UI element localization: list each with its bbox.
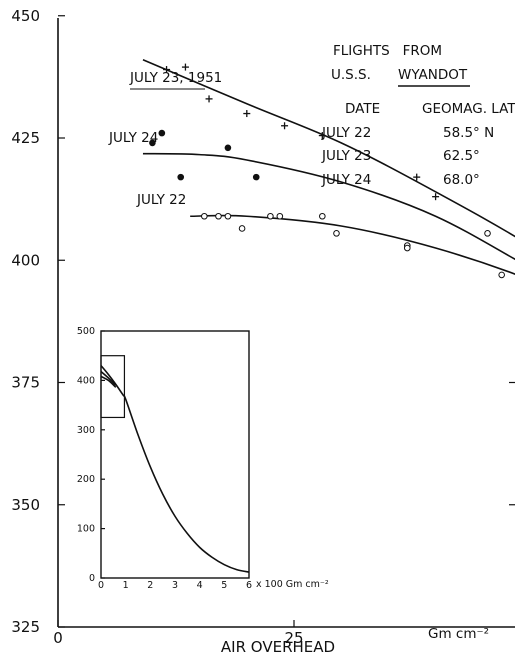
plus-point xyxy=(413,173,421,181)
main-curves xyxy=(142,59,515,275)
open-point xyxy=(201,212,208,220)
inset-x-tick-label: 4 xyxy=(197,580,203,591)
y-tick-label: 325 xyxy=(11,618,40,636)
y-tick-label: 425 xyxy=(11,129,40,147)
filled-point xyxy=(158,129,166,137)
plus-point xyxy=(318,132,326,140)
plus-point xyxy=(163,66,171,74)
plus-point xyxy=(181,63,189,71)
legend-row-lat-2: 62.5° xyxy=(443,148,480,164)
open-point xyxy=(267,212,274,220)
y-tick-label: 450 xyxy=(11,7,40,25)
x-axis-title: AIR OVERHEAD xyxy=(221,638,335,656)
inset-x-tick-label: 6 xyxy=(246,580,252,591)
open-point xyxy=(224,212,232,220)
flights-legend: FLIGHTS FROM U.S.S. WYANDOT DATE GEOMAG.… xyxy=(321,43,515,188)
open-point xyxy=(333,230,340,237)
legend-col-date: DATE xyxy=(345,101,380,117)
inset-x-unit: x 100 Gm cm⁻² xyxy=(256,579,329,590)
y-tick-label: 375 xyxy=(11,374,40,392)
inset-y-tick-label: 200 xyxy=(77,474,95,485)
inset-x-tick-label: 3 xyxy=(172,580,178,591)
open-point xyxy=(403,244,411,252)
legend-row-date-2: JULY 23 xyxy=(321,148,371,164)
x-tick-label: 0 xyxy=(53,629,63,647)
fit-curve-3 xyxy=(190,214,515,275)
legend-title-ship: WYANDOT xyxy=(398,67,468,83)
inset-x-tick-label: 2 xyxy=(147,580,153,591)
inset-x-tick-label: 0 xyxy=(98,580,104,591)
axis-ticks: 0255075325350375400425450 xyxy=(11,7,515,647)
legend-row-date-3: JULY 24 xyxy=(321,172,371,188)
inset-y-tick-label: 400 xyxy=(77,375,95,386)
filled-point xyxy=(177,173,185,181)
legend-title-ship-prefix: U.S.S. xyxy=(331,67,371,83)
open-point xyxy=(484,230,491,237)
plus-point xyxy=(205,95,213,103)
plus-point xyxy=(432,193,440,201)
inset-curve-1 xyxy=(100,365,250,573)
open-point xyxy=(498,271,505,279)
data-points xyxy=(149,63,505,279)
inset-x-tick-label: 1 xyxy=(123,580,129,591)
x-tick-label: 25 xyxy=(284,629,303,647)
legend-row-date-1: JULY 22 xyxy=(321,125,371,141)
filled-point xyxy=(224,144,232,152)
curve-label-jul22: JULY 22 xyxy=(136,192,186,208)
plus-point xyxy=(281,122,289,130)
inset-frame xyxy=(100,330,250,579)
open-point xyxy=(276,212,284,220)
inset-y-tick-label: 300 xyxy=(77,425,95,436)
plus-point xyxy=(243,110,251,118)
fit-curve-2 xyxy=(142,152,515,261)
filled-point xyxy=(149,139,156,147)
legend-row-lat-1: 58.5° N xyxy=(443,125,494,141)
inset-ticks: 0 1 2 3 4 5 6 0 100 200 300 400 500 xyxy=(77,326,252,591)
open-point xyxy=(215,212,222,220)
filled-point xyxy=(252,173,260,181)
main-axes xyxy=(57,18,515,628)
curve-label-jul24: JULY 24 xyxy=(108,130,158,146)
inset-curve-2 xyxy=(100,370,117,386)
inset-zoom-box xyxy=(100,355,126,419)
inset-chart: 0 1 2 3 4 5 6 0 100 200 300 400 500 x 100 Gm cm⁻² xyxy=(77,326,329,591)
inset-y-tick-label: 0 xyxy=(89,573,95,584)
legend-title-line1: FLIGHTS FROM xyxy=(333,43,442,59)
y-tick-label: 400 xyxy=(11,251,40,269)
inset-y-tick-label: 500 xyxy=(77,326,95,337)
fit-curve-1 xyxy=(142,59,515,238)
legend-row-lat-3: 68.0° xyxy=(443,172,480,188)
curve-label-jul23: JULY 23, 1951 xyxy=(129,70,222,86)
open-point xyxy=(319,212,326,220)
y-tick-label: 350 xyxy=(11,496,40,514)
legend-col-lat: GEOMAG. LAT xyxy=(422,101,515,117)
inset-curves xyxy=(100,365,250,573)
open-point xyxy=(238,225,246,232)
inset-x-tick-label: 5 xyxy=(221,580,227,591)
inset-curve-3 xyxy=(100,375,117,388)
inset-y-tick-label: 100 xyxy=(77,524,95,535)
x-axis-unit: Gm cm⁻² xyxy=(428,626,489,642)
